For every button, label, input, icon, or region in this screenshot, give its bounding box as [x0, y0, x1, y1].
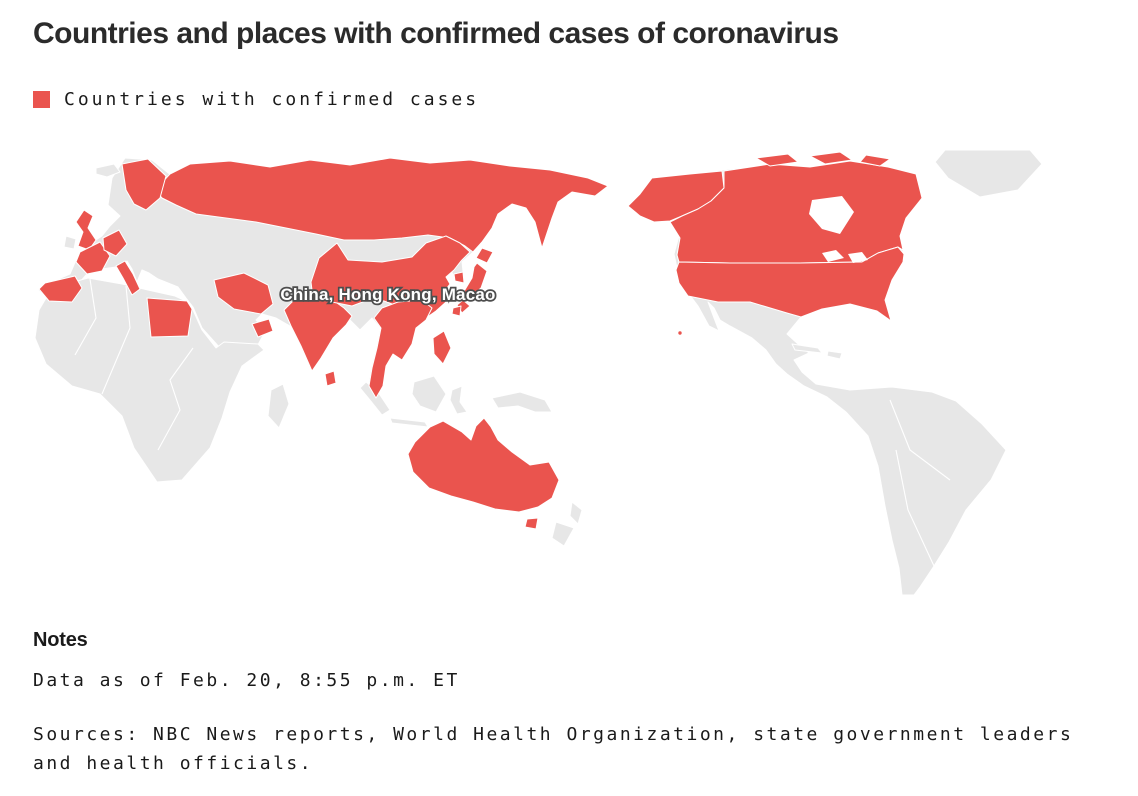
south-america-inner-borders: [889, 399, 951, 567]
region-iran: [213, 272, 274, 315]
region-japan-hokkaido: [475, 247, 494, 264]
island-ireland: [63, 235, 77, 250]
page: Countries and places with confirmed case…: [30, 17, 1110, 778]
island-java: [389, 417, 429, 428]
region-canada-arctic-island-2: [809, 151, 853, 165]
region-south-korea: [453, 271, 465, 284]
region-france: [75, 241, 111, 275]
region-taiwan: [451, 305, 462, 317]
world-map-svg: China, Hong Kong, Macao: [34, 149, 1043, 596]
region-china: [310, 235, 471, 319]
region-southeast-asia: [368, 299, 433, 399]
island-iceland: [95, 163, 121, 178]
region-philippines: [432, 330, 452, 365]
region-egypt: [146, 297, 193, 338]
region-tasmania: [524, 517, 539, 530]
hudson-bay: [809, 196, 854, 234]
island-new-zealand-north: [569, 501, 583, 525]
region-italy: [115, 260, 141, 296]
africa-inner-borders: [74, 278, 194, 451]
page-title: Countries and places with confirmed case…: [33, 17, 839, 50]
island-new-guinea: [491, 391, 553, 413]
notes-section: Notes Data as of Feb. 20, 8:55 p.m. ET S…: [33, 629, 1108, 778]
region-australia: [407, 417, 560, 513]
island-sulawesi: [449, 385, 468, 415]
region-russia: [154, 157, 609, 253]
island-borneo: [411, 375, 447, 413]
island-hispaniola: [826, 350, 843, 360]
notes-data-as-of: Data as of Feb. 20, 8:55 p.m. ET: [33, 670, 460, 691]
notes-heading: Notes: [33, 629, 88, 651]
region-sri-lanka: [324, 370, 337, 387]
region-united-states: [675, 246, 905, 322]
island-cuba: [791, 343, 823, 354]
region-japan-honshu: [462, 262, 488, 300]
region-spain: [38, 275, 83, 303]
region-hawaii: [677, 330, 683, 336]
legend-swatch: [33, 90, 50, 108]
region-canada-arctic-island-1: [755, 153, 799, 167]
region-united-arab-emirates: [251, 318, 274, 338]
great-lake-west: [822, 250, 844, 262]
landmass-africa: [34, 277, 265, 483]
region-united-kingdom: [75, 209, 97, 251]
legend-label: Countries with confirmed cases: [64, 88, 480, 110]
notes-sources: Sources: NBC News reports, World Health …: [33, 724, 1074, 774]
great-lake-east: [848, 252, 868, 263]
map-annotation-china-hong-kong-macao: China, Hong Kong, Macao: [280, 285, 495, 304]
legend: Countries with confirmed cases: [33, 88, 1108, 110]
world-map: China, Hong Kong, Macao: [30, 149, 1110, 596]
island-madagascar: [267, 383, 290, 429]
region-sweden-finland: [121, 158, 167, 211]
region-germany: [102, 229, 128, 257]
region-canada-arctic-island-3: [859, 154, 891, 167]
island-new-zealand-south: [551, 521, 575, 547]
island-greenland: [934, 149, 1043, 198]
